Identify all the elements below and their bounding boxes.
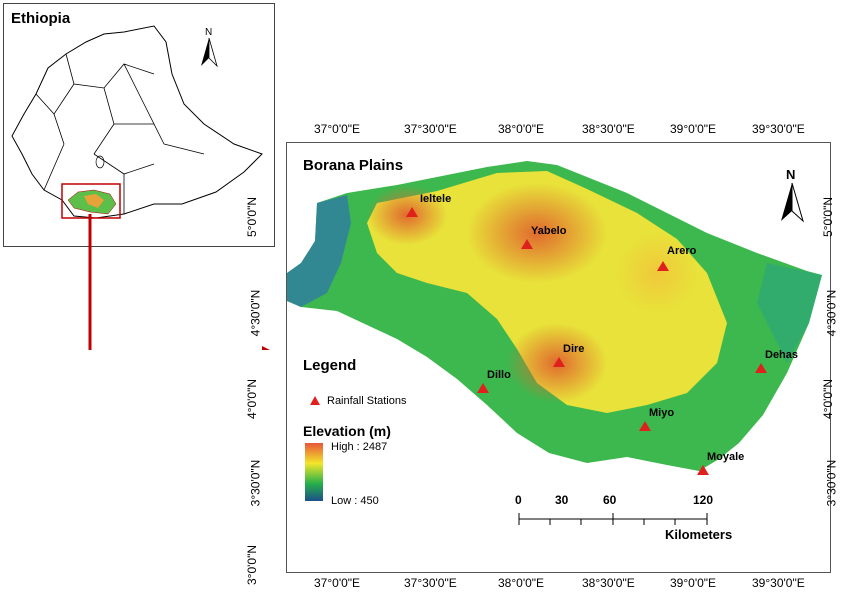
lowland-east	[757, 263, 822, 363]
scalebar-tick-120: 120	[693, 493, 714, 507]
lowland-west	[287, 195, 351, 307]
elevation-raster	[287, 161, 822, 471]
lake	[95, 155, 105, 169]
highland-yellow	[367, 171, 727, 413]
legend-low-label: Low : 450	[331, 495, 379, 507]
left-tick-4: 3°0'0"N	[245, 544, 260, 586]
left-tick-1: 4°30'0"N	[248, 289, 263, 337]
north-label: N	[786, 167, 796, 182]
right-tick-0: 5°0'0"N	[821, 196, 836, 238]
hotspot-arero	[617, 233, 697, 313]
legend-station-icon	[310, 396, 320, 405]
station-label-moyale: Moyale	[707, 451, 745, 463]
map-title: Borana Plains	[303, 157, 404, 174]
top-tick-1: 37°30'0"E	[404, 122, 457, 136]
legend-station-label: Rainfall Stations	[327, 395, 407, 407]
top-tick-5: 39°30'0"E	[752, 122, 805, 136]
top-tick-4: 39°0'0"E	[670, 122, 717, 136]
top-tick-2: 38°0'0"E	[498, 122, 545, 136]
station-label-yabelo: Yabelo	[531, 225, 567, 237]
ethiopia-boundary	[11, 25, 263, 219]
legend-title: Legend	[303, 357, 357, 374]
legend-elevation-ramp	[305, 443, 323, 501]
top-tick-3: 38°30'0"E	[582, 122, 635, 136]
inset-title: Ethiopia	[11, 10, 71, 27]
scalebar-unit: Kilometers	[665, 527, 733, 542]
north-arrow-icon	[781, 182, 804, 223]
station-label-dillo: Dillo	[487, 369, 511, 381]
connector-arrow	[88, 214, 270, 350]
bottom-tick-3: 38°30'0"E	[582, 576, 635, 590]
legend-high-label: High : 2487	[331, 441, 388, 453]
right-tick-3: 3°30'0"N	[824, 459, 839, 507]
station-label-miyo: Miyo	[649, 407, 675, 419]
top-tick-0: 37°0'0"E	[314, 122, 361, 136]
borana-inset-highland	[84, 194, 104, 208]
left-tick-3: 3°30'0"N	[248, 459, 263, 507]
scalebar-tick-30: 30	[555, 493, 569, 507]
legend-elevation-title: Elevation (m)	[303, 423, 391, 439]
station-label-arero: Arero	[667, 245, 697, 257]
scalebar-tick-0: 0	[515, 493, 522, 507]
scalebar-tick-60: 60	[603, 493, 617, 507]
region-lines	[35, 53, 205, 214]
bottom-tick-5: 39°30'0"E	[752, 576, 805, 590]
bottom-tick-0: 37°0'0"E	[314, 576, 361, 590]
hotspot-yabelo	[467, 183, 607, 283]
bottom-tick-2: 38°0'0"E	[498, 576, 545, 590]
inset-north-label: N	[205, 27, 213, 38]
main-map-frame: Borana Plains N Ieltele Yabelo Arero Dir…	[286, 142, 831, 573]
scalebar	[518, 513, 708, 525]
left-tick-2: 4°0'0"N	[245, 378, 260, 420]
right-tick-2: 4°0'0"N	[821, 378, 836, 420]
station-label-ieltele: Ieltele	[420, 193, 452, 205]
hotspot-dire	[507, 323, 607, 403]
station-label-dire: Dire	[563, 343, 585, 355]
bottom-tick-1: 37°30'0"E	[404, 576, 457, 590]
bottom-tick-4: 39°0'0"E	[670, 576, 717, 590]
station-label-dehas: Dehas	[765, 349, 799, 361]
ethiopia-outline-map	[11, 25, 263, 219]
inset-north-arrow-icon	[201, 37, 218, 68]
left-tick-0: 5°0'0"N	[245, 196, 260, 238]
right-tick-1: 4°30'0"N	[824, 289, 839, 337]
inset-map: Ethiopia N	[3, 3, 275, 247]
